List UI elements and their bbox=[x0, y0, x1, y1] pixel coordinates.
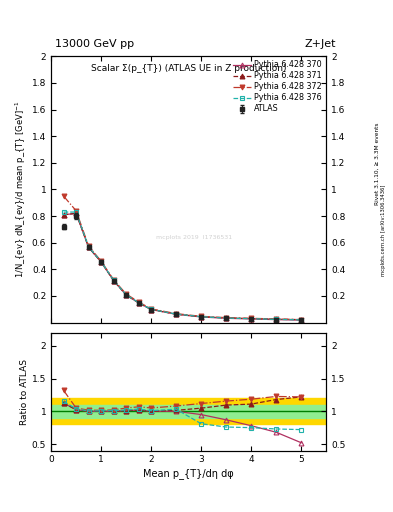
Text: Rivet 3.1.10, ≥ 3.3M events: Rivet 3.1.10, ≥ 3.3M events bbox=[375, 122, 380, 205]
Pythia 6.428 372 bbox=[136, 299, 141, 305]
Pythia 6.428 376 bbox=[124, 292, 129, 298]
Pythia 6.428 370 bbox=[136, 300, 141, 306]
Pythia 6.428 372 bbox=[299, 316, 303, 323]
Pythia 6.428 371 bbox=[86, 244, 91, 250]
Pythia 6.428 372 bbox=[249, 315, 253, 322]
Pythia 6.428 371 bbox=[136, 300, 141, 306]
Pythia 6.428 371 bbox=[199, 314, 204, 320]
Pythia 6.428 372 bbox=[149, 306, 154, 312]
Pythia 6.428 372 bbox=[99, 258, 103, 264]
Pythia 6.428 372 bbox=[74, 208, 79, 214]
Pythia 6.428 370 bbox=[174, 311, 178, 317]
Pythia 6.428 370 bbox=[99, 259, 103, 265]
Pythia 6.428 370 bbox=[249, 316, 253, 322]
Pythia 6.428 371 bbox=[224, 315, 228, 321]
Pythia 6.428 370 bbox=[86, 244, 91, 250]
Line: Pythia 6.428 370: Pythia 6.428 370 bbox=[61, 211, 304, 323]
Y-axis label: Ratio to ATLAS: Ratio to ATLAS bbox=[20, 359, 29, 424]
Pythia 6.428 370 bbox=[274, 316, 279, 323]
Pythia 6.428 371 bbox=[111, 278, 116, 284]
Pythia 6.428 370 bbox=[199, 314, 204, 320]
Pythia 6.428 376 bbox=[99, 259, 103, 265]
Pythia 6.428 371 bbox=[299, 316, 303, 323]
Pythia 6.428 376 bbox=[199, 314, 204, 320]
Pythia 6.428 376 bbox=[74, 209, 79, 215]
Pythia 6.428 370 bbox=[224, 315, 228, 322]
Text: Z+Jet: Z+Jet bbox=[305, 38, 336, 49]
Pythia 6.428 372 bbox=[174, 311, 178, 317]
Pythia 6.428 370 bbox=[61, 211, 66, 218]
Legend: Pythia 6.428 370, Pythia 6.428 371, Pythia 6.428 372, Pythia 6.428 376, ATLAS: Pythia 6.428 370, Pythia 6.428 371, Pyth… bbox=[232, 59, 324, 115]
Pythia 6.428 370 bbox=[299, 317, 303, 323]
Pythia 6.428 376 bbox=[61, 209, 66, 215]
Pythia 6.428 370 bbox=[111, 278, 116, 284]
Pythia 6.428 371 bbox=[174, 311, 178, 317]
Line: Pythia 6.428 372: Pythia 6.428 372 bbox=[61, 194, 304, 322]
Pythia 6.428 371 bbox=[74, 210, 79, 217]
Pythia 6.428 372 bbox=[224, 314, 228, 321]
Pythia 6.428 376 bbox=[274, 316, 279, 323]
Text: 13000 GeV pp: 13000 GeV pp bbox=[55, 38, 134, 49]
Text: Scalar Σ(p_{T}) (ATLAS UE in Z production): Scalar Σ(p_{T}) (ATLAS UE in Z productio… bbox=[91, 65, 286, 73]
Pythia 6.428 372 bbox=[61, 193, 66, 199]
Pythia 6.428 376 bbox=[249, 315, 253, 322]
Pythia 6.428 370 bbox=[74, 210, 79, 217]
Pythia 6.428 371 bbox=[149, 307, 154, 313]
Pythia 6.428 372 bbox=[199, 313, 204, 319]
Pythia 6.428 376 bbox=[149, 306, 154, 312]
Pythia 6.428 372 bbox=[124, 291, 129, 297]
Pythia 6.428 370 bbox=[124, 292, 129, 298]
Pythia 6.428 376 bbox=[224, 315, 228, 321]
Pythia 6.428 376 bbox=[299, 317, 303, 323]
Pythia 6.428 376 bbox=[136, 300, 141, 306]
Text: mcplots 2019  I1736531: mcplots 2019 I1736531 bbox=[156, 235, 232, 240]
X-axis label: Mean p_{T}/dη dφ: Mean p_{T}/dη dφ bbox=[143, 468, 234, 480]
Text: mcplots.cern.ch [arXiv:1306.3436]: mcplots.cern.ch [arXiv:1306.3436] bbox=[381, 185, 386, 276]
Y-axis label: 1/N_{ev} dN_{ev}/d mean p_{T} [GeV]$^{-1}$: 1/N_{ev} dN_{ev}/d mean p_{T} [GeV]$^{-1… bbox=[13, 100, 28, 279]
Pythia 6.428 371 bbox=[124, 292, 129, 298]
Pythia 6.428 372 bbox=[86, 243, 91, 249]
Pythia 6.428 371 bbox=[99, 259, 103, 265]
Pythia 6.428 371 bbox=[249, 315, 253, 322]
Pythia 6.428 371 bbox=[274, 316, 279, 322]
Pythia 6.428 370 bbox=[149, 307, 154, 313]
Pythia 6.428 371 bbox=[61, 211, 66, 218]
Pythia 6.428 372 bbox=[274, 316, 279, 322]
Bar bbox=[51, 405, 326, 418]
Pythia 6.428 376 bbox=[86, 244, 91, 250]
Bar bbox=[51, 398, 326, 424]
Pythia 6.428 376 bbox=[111, 277, 116, 283]
Line: Pythia 6.428 376: Pythia 6.428 376 bbox=[62, 210, 303, 322]
Pythia 6.428 376 bbox=[174, 311, 178, 317]
Line: Pythia 6.428 371: Pythia 6.428 371 bbox=[61, 211, 304, 322]
Pythia 6.428 372 bbox=[111, 276, 116, 283]
